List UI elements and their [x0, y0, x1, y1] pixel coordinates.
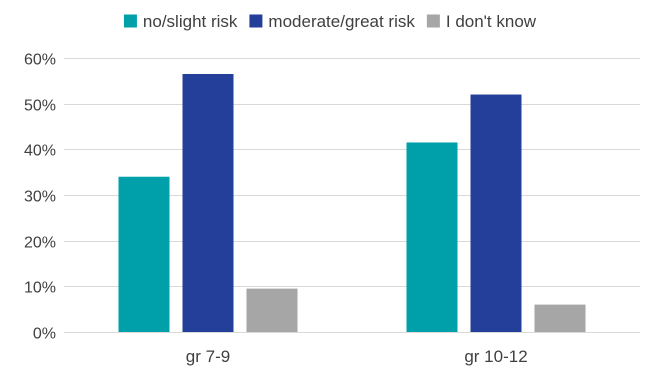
- bar-i-don-t-know-2: [534, 304, 586, 332]
- legend-label: no/slight risk: [143, 12, 238, 31]
- y-tick-label: 30%: [24, 189, 56, 206]
- y-tick-label: 40%: [24, 143, 56, 160]
- bars: [118, 73, 586, 333]
- legend-entry: I don't know: [426, 12, 537, 31]
- y-tick-label: 60%: [24, 52, 56, 69]
- legend-swatch: [123, 14, 137, 28]
- x-category-label: gr 10-12: [464, 347, 527, 366]
- bar-moderate-great-risk-2: [470, 94, 522, 333]
- legend-entry: moderate/great risk: [249, 12, 415, 31]
- x-category-label: gr 7-9: [186, 347, 230, 366]
- legend-label: I don't know: [446, 12, 537, 31]
- bar-i-don-t-know-1: [246, 288, 298, 332]
- bar-moderate-great-risk-1: [182, 73, 234, 332]
- legend-label: moderate/great risk: [268, 12, 415, 31]
- x-axis-category-labels: gr 7-9 gr 10-12: [186, 347, 528, 366]
- y-tick-label: 20%: [24, 235, 56, 252]
- y-axis-tick-labels: 0% 10% 20% 30% 40% 50% 60%: [24, 52, 56, 343]
- legend-swatch: [426, 14, 440, 28]
- legend: no/slight risk moderate/great risk I don't…: [123, 12, 537, 31]
- bar-no-slight-risk-1: [118, 176, 170, 332]
- bar-no-slight-risk-2: [406, 142, 458, 332]
- legend-swatch: [249, 14, 263, 28]
- y-tick-label: 50%: [24, 98, 56, 115]
- y-tick-label: 0%: [33, 326, 56, 343]
- legend-entry: no/slight risk: [123, 12, 238, 31]
- y-tick-label: 10%: [24, 280, 56, 297]
